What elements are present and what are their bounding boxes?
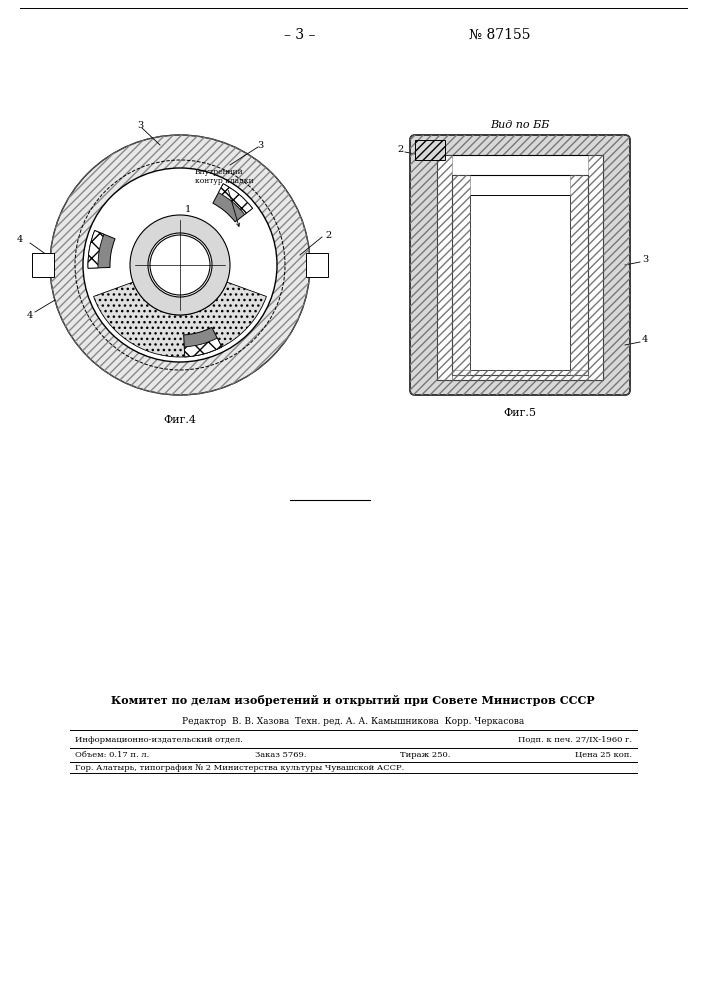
Text: 4: 4: [17, 235, 23, 244]
Text: 1: 1: [185, 206, 191, 215]
Text: 4: 4: [642, 336, 648, 344]
Text: Фиг.4: Фиг.4: [163, 415, 197, 425]
FancyBboxPatch shape: [410, 135, 630, 395]
Text: 3: 3: [257, 140, 263, 149]
Text: Вид по ББ: Вид по ББ: [491, 120, 549, 130]
Bar: [470, 195, 570, 370]
Bar: [32, 253, 54, 277]
Text: Объем: 0.17 п. л.: Объем: 0.17 п. л.: [75, 751, 149, 759]
Circle shape: [83, 168, 277, 362]
Bar: [570, 175, 588, 375]
Wedge shape: [93, 282, 267, 357]
Wedge shape: [185, 338, 222, 357]
Text: Заказ 5769.: Заказ 5769.: [255, 751, 307, 759]
Bar: [452, 375, 588, 380]
Text: 4: 4: [27, 310, 33, 320]
Bar: [588, 155, 603, 380]
Circle shape: [50, 135, 310, 395]
Bar: [306, 253, 328, 277]
Wedge shape: [218, 184, 252, 215]
Text: Информационно-издательский отдел.: Информационно-издательский отдел.: [75, 736, 243, 744]
Text: № 87155: № 87155: [469, 28, 531, 42]
Text: Цена 25 коп.: Цена 25 коп.: [575, 751, 632, 759]
Text: – 3 –: – 3 –: [284, 28, 316, 42]
Text: 3: 3: [642, 255, 648, 264]
Bar: [452, 175, 588, 375]
Circle shape: [130, 215, 230, 315]
Wedge shape: [213, 184, 252, 222]
Text: Редактор  В. В. Хазова  Техн. ред. А. А. Камышникова  Корр. Черкасова: Редактор В. В. Хазова Техн. ред. А. А. К…: [182, 718, 524, 726]
Bar: [415, 140, 445, 160]
Text: 2: 2: [212, 338, 218, 347]
Circle shape: [150, 235, 210, 295]
Bar: [452, 175, 470, 375]
Text: 3: 3: [137, 120, 143, 129]
Text: Тираж 250.: Тираж 250.: [400, 751, 450, 759]
Wedge shape: [88, 231, 104, 268]
Text: Внутренний
контур кладки: Внутренний контур кладки: [195, 168, 254, 226]
Wedge shape: [184, 327, 222, 357]
Text: 2: 2: [325, 231, 332, 239]
Circle shape: [148, 233, 212, 297]
Text: 2: 2: [397, 145, 403, 154]
Text: Комитет по делам изобретений и открытий при Совете Министров СССР: Комитет по делам изобретений и открытий …: [111, 694, 595, 706]
Text: Фиг.5: Фиг.5: [503, 408, 537, 418]
Bar: [437, 155, 452, 380]
Text: Гор. Алатырь, типография № 2 Министерства культуры Чувашской АССР.: Гор. Алатырь, типография № 2 Министерств…: [75, 764, 404, 772]
Text: Подп. к печ. 27/IX-1960 г.: Подп. к печ. 27/IX-1960 г.: [518, 736, 632, 744]
Bar: [437, 155, 603, 380]
Wedge shape: [88, 231, 115, 268]
Bar: [452, 370, 588, 375]
